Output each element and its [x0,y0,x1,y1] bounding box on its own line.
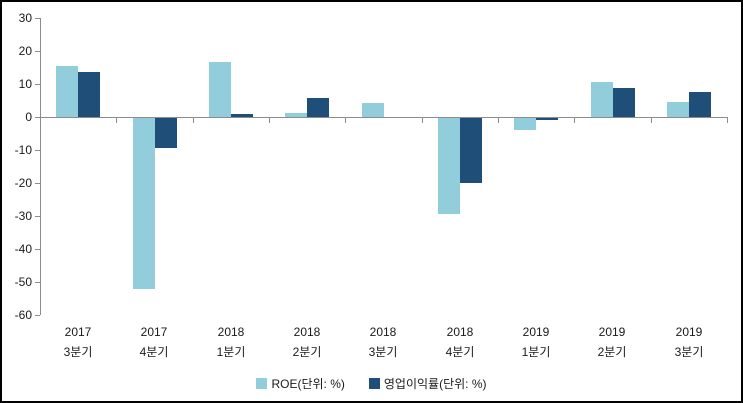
x-axis-category-label: 2017 3분기 [40,322,116,362]
roe-bar [56,66,78,117]
category-year: 2019 [598,325,626,339]
y-axis-tick [35,183,40,184]
category-quarter: 3분기 [63,345,93,359]
y-axis-tick [35,117,40,118]
x-axis-category-label: 2019 3분기 [651,322,727,362]
roe-bar [667,102,689,117]
x-axis-tick [345,117,346,123]
y-axis-tick-label: -40 [14,242,32,256]
legend-label: 영업이익률(단위: %) [383,377,487,391]
category-year: 2017 [140,325,168,339]
legend-item-op-margin: 영업이익률(단위: %) [368,375,487,392]
y-axis-tick-label: 10 [18,77,32,91]
category-quarter: 1분기 [521,345,551,359]
x-axis-tick [40,117,41,123]
x-axis-tick [498,117,499,123]
roe-bar [209,62,231,117]
y-axis-tick [35,282,40,283]
x-axis-tick [116,117,117,123]
category-quarter: 4분기 [445,345,475,359]
y-axis-tick [35,51,40,52]
y-axis-tick-label: -30 [14,209,32,223]
category-quarter: 3분기 [368,345,398,359]
category-quarter: 1분기 [216,345,246,359]
op-margin-bar [307,98,329,117]
roe-bar [133,118,155,289]
category-year: 2018 [369,325,397,339]
category-quarter: 2분기 [597,345,627,359]
legend-item-roe: ROE(단위: %) [256,375,345,392]
roe-bar [285,113,307,117]
x-axis-tick [574,117,575,123]
category-quarter: 2분기 [292,345,322,359]
op-margin-bar [155,118,177,148]
x-axis-tick [651,117,652,123]
y-axis-tick [35,18,40,19]
category-quarter: 4분기 [139,345,169,359]
y-axis-tick [35,216,40,217]
y-axis-tick-label: 30 [18,11,32,25]
op-margin-bar [613,88,635,117]
category-year: 2018 [446,325,474,339]
y-axis-line [40,18,41,315]
x-axis-line [40,117,727,118]
legend-swatch-icon [368,378,380,389]
y-axis-tick [35,249,40,250]
x-axis-category-label: 2019 1분기 [498,322,574,362]
x-axis-category-label: 2018 4분기 [422,322,498,362]
category-quarter: 3분기 [674,345,704,359]
op-margin-bar [536,118,558,120]
y-axis-tick-label: -50 [14,275,32,289]
chart-legend: ROE(단위: %) 영업이익률(단위: %) [2,375,741,392]
roe-bar [362,103,384,117]
op-margin-bar [231,114,253,117]
op-margin-bar [78,72,100,117]
y-axis-tick [35,84,40,85]
x-axis-category-label: 2018 1분기 [193,322,269,362]
x-axis-tick [193,117,194,123]
y-axis-tick-label: -10 [14,143,32,157]
y-axis-tick-label: -60 [14,308,32,322]
x-axis-category-label: 2018 2분기 [269,322,345,362]
y-axis-tick [35,315,40,316]
x-axis-tick [422,117,423,123]
y-axis-tick-label: 20 [18,44,32,58]
category-year: 2019 [522,325,550,339]
x-axis-tick [269,117,270,123]
x-axis-category-label: 2017 4분기 [116,322,192,362]
category-year: 2017 [64,325,92,339]
category-year: 2018 [293,325,321,339]
category-year: 2019 [675,325,703,339]
y-axis-tick-label: 0 [25,110,32,124]
roe-bar [438,118,460,214]
y-axis-tick [35,150,40,151]
x-axis-category-label: 2018 3분기 [345,322,421,362]
op-margin-bar [689,92,711,117]
legend-swatch-icon [256,378,268,389]
roe-bar [514,118,536,130]
x-axis-tick [727,117,728,123]
x-axis-category-label: 2019 2분기 [574,322,650,362]
op-margin-bar [460,118,482,183]
y-axis-tick-label: -20 [14,176,32,190]
legend-label: ROE(단위: %) [271,377,345,391]
category-year: 2018 [217,325,245,339]
roe-bar [591,82,613,117]
